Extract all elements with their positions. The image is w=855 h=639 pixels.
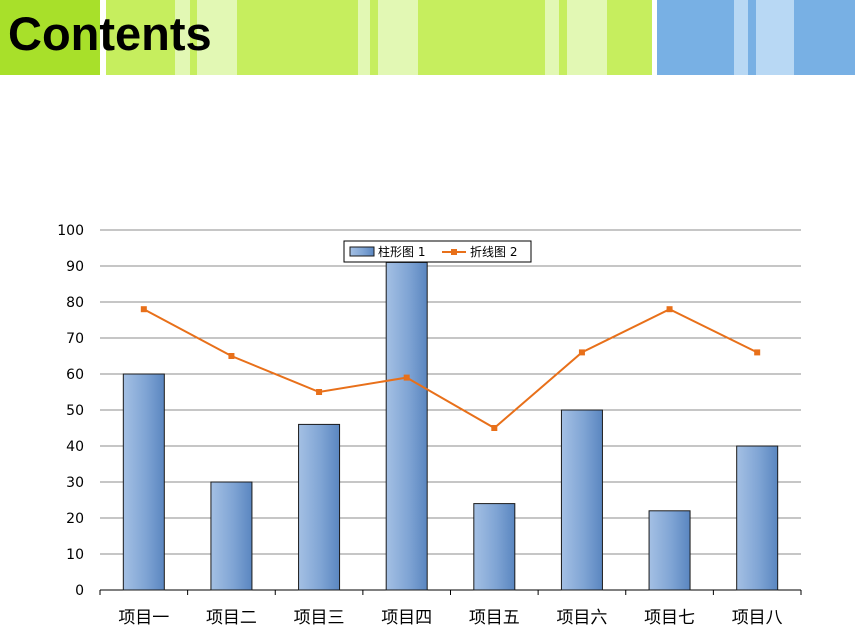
line-point <box>666 306 673 313</box>
page-title: Contents <box>8 7 212 60</box>
y-tick-label: 30 <box>66 475 84 491</box>
banner-stripe <box>190 0 197 75</box>
y-tick-label: 50 <box>66 403 84 419</box>
bar <box>385 261 428 591</box>
bar <box>122 373 165 591</box>
x-category-label: 项目三 <box>294 608 345 628</box>
banner-stripe <box>657 0 734 75</box>
banner-stripe <box>607 0 652 75</box>
legend-line-marker <box>451 249 457 255</box>
banner-stripe <box>358 0 370 75</box>
banner-stripe <box>0 0 100 75</box>
banner-stripe <box>794 0 855 75</box>
banner-stripe <box>748 0 756 75</box>
line-point <box>491 425 498 431</box>
y-tick-label: 60 <box>66 367 84 383</box>
legend-bar-swatch <box>349 246 375 257</box>
y-tick-label: 0 <box>75 583 84 599</box>
y-tick-label: 90 <box>66 259 84 275</box>
line-series <box>143 308 758 430</box>
header-banner: Contents <box>0 0 855 75</box>
banner-stripe <box>197 0 237 75</box>
bar <box>736 445 779 591</box>
x-category-label: 项目五 <box>469 608 520 628</box>
banner-stripe <box>418 0 545 75</box>
line-point <box>754 349 761 356</box>
banner-stripe <box>734 0 748 75</box>
x-category-label: 项目二 <box>206 608 257 628</box>
y-tick-label: 40 <box>66 439 84 455</box>
line-point <box>316 389 323 395</box>
x-category-label: 项目六 <box>556 608 607 628</box>
bar <box>648 510 691 591</box>
y-tick-label: 10 <box>66 547 84 563</box>
banner-stripe <box>370 0 378 75</box>
bar <box>473 503 516 591</box>
line-point <box>578 349 585 356</box>
legend-label: 折线图 2 <box>470 244 517 259</box>
legend-label: 柱形图 1 <box>378 244 425 259</box>
banner-stripe <box>756 0 794 75</box>
bar <box>560 409 603 591</box>
y-tick-label: 100 <box>57 223 84 239</box>
legend-box <box>343 240 532 263</box>
x-category-label: 项目八 <box>732 608 783 628</box>
bar <box>298 423 341 591</box>
banner-stripe <box>237 0 358 75</box>
bar <box>210 481 253 591</box>
banner-stripe <box>378 0 418 75</box>
x-category-label: 项目一 <box>118 608 169 628</box>
y-tick-label: 80 <box>66 295 84 311</box>
x-category-label: 项目七 <box>644 608 695 628</box>
y-tick-label: 70 <box>66 331 84 347</box>
line-point <box>403 374 410 381</box>
line-point <box>228 353 235 359</box>
y-tick-label: 20 <box>66 511 84 527</box>
banner-stripe <box>175 0 190 75</box>
banner-stripe <box>545 0 559 75</box>
x-category-label: 项目四 <box>381 608 432 628</box>
banner-stripe <box>567 0 607 75</box>
banner-stripe <box>106 0 175 75</box>
line-point <box>140 306 147 313</box>
banner-stripe <box>559 0 567 75</box>
